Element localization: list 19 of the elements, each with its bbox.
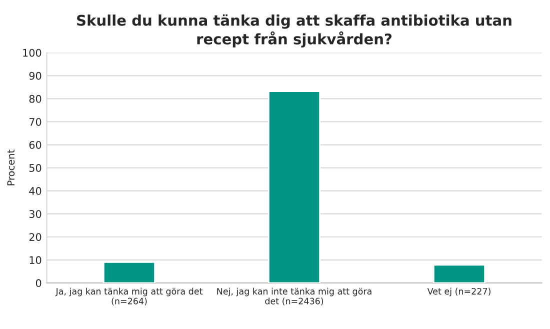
y-tick-label: 0: [36, 279, 42, 288]
x-tick-label: Vet ej (n=227): [427, 288, 490, 296]
x-tick-label: Nej, jag kan inte tänka mig att göra det (n=2436): [217, 288, 372, 306]
y-tick-label: 20: [29, 233, 42, 241]
bar: [102, 262, 156, 283]
y-tick-label: 100: [23, 48, 42, 57]
bar: [268, 90, 321, 283]
y-tick-label: 50: [29, 164, 42, 172]
y-tick-label: 90: [29, 72, 42, 80]
y-tick-label: 70: [29, 118, 42, 126]
y-tick-label: 80: [29, 94, 42, 103]
y-tick-label: 60: [29, 140, 42, 149]
y-tick-label: 10: [30, 256, 42, 264]
x-tick-label: Ja, jag kan tänka mig att göra det (n=264): [55, 288, 203, 306]
y-tick-label: 30: [29, 210, 42, 218]
chart-title: Skulle du kunna tänka dig att skaffa antibiotika utan recept från sjukvården?: [77, 14, 512, 48]
y-tick-label: 40: [29, 187, 42, 195]
y-axis-title: Procent: [7, 150, 15, 186]
bar: [432, 264, 486, 283]
